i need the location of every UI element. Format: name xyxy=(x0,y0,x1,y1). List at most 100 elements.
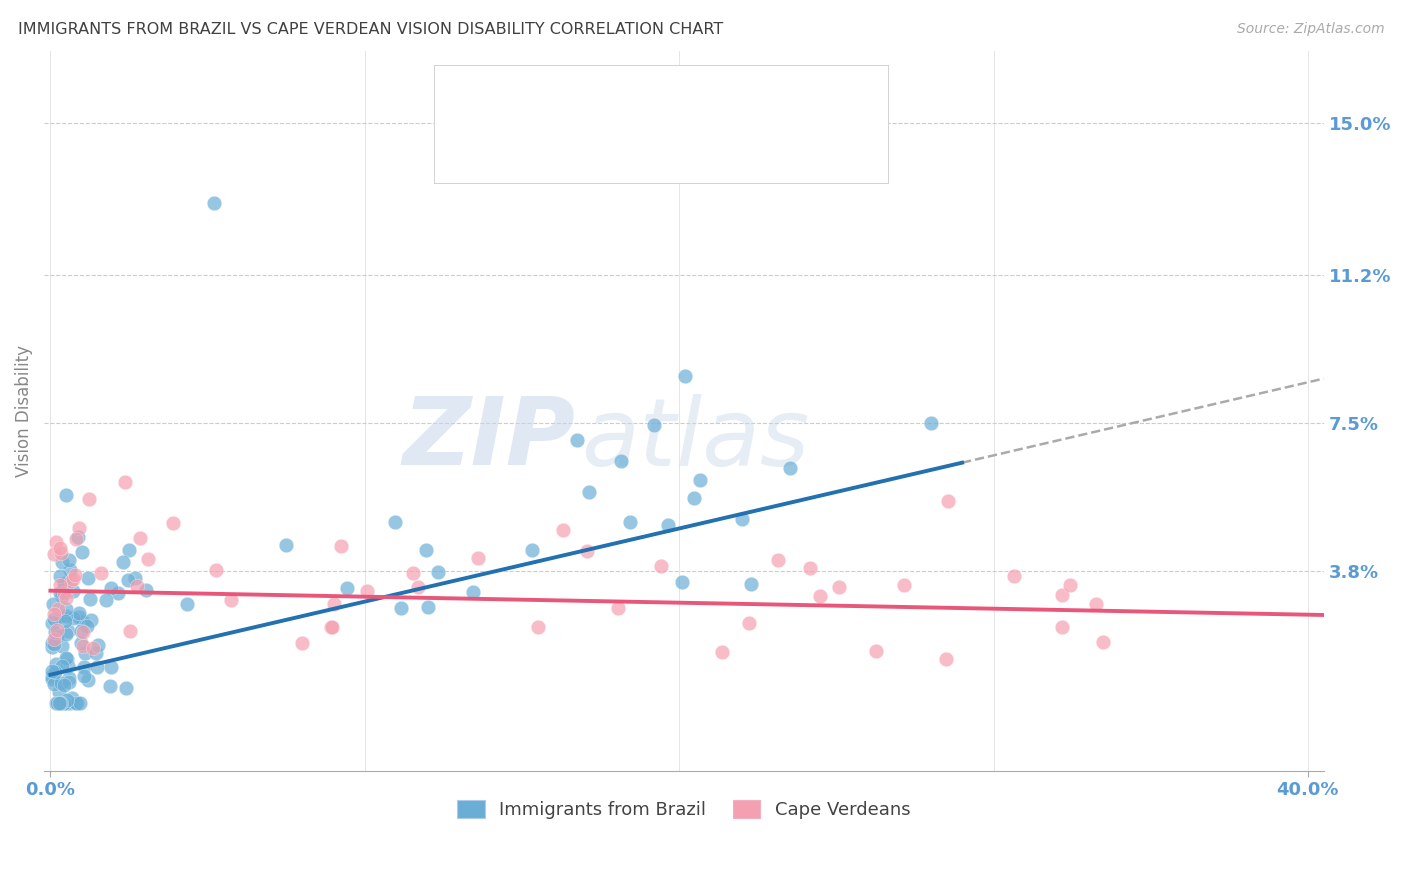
Point xyxy=(65,696,87,710)
Point xyxy=(49,586,72,600)
Point xyxy=(58,671,80,685)
Point xyxy=(329,539,352,553)
Point xyxy=(204,563,226,577)
Point xyxy=(117,573,139,587)
Point xyxy=(128,532,150,546)
Text: IMMIGRANTS FROM BRAZIL VS CAPE VERDEAN VISION DISABILITY CORRELATION CHART: IMMIGRANTS FROM BRAZIL VS CAPE VERDEAN V… xyxy=(18,22,724,37)
Point xyxy=(55,488,77,502)
Point xyxy=(619,515,641,529)
Point xyxy=(100,582,122,596)
Point xyxy=(114,681,136,696)
Point xyxy=(124,571,146,585)
Point xyxy=(67,606,90,620)
Point xyxy=(65,568,87,582)
Point xyxy=(56,693,79,707)
Point xyxy=(136,551,159,566)
Point xyxy=(77,571,100,585)
Point xyxy=(48,609,70,624)
Point xyxy=(84,646,107,660)
Point xyxy=(49,541,72,556)
Point xyxy=(48,696,70,710)
Point xyxy=(118,543,141,558)
Point xyxy=(893,578,915,592)
Point xyxy=(46,696,69,710)
Point xyxy=(673,368,696,383)
Point xyxy=(72,615,94,629)
Point xyxy=(1084,597,1107,611)
Point xyxy=(643,417,665,432)
Point xyxy=(42,632,65,647)
Point xyxy=(575,544,598,558)
Point xyxy=(291,635,314,649)
Point xyxy=(274,538,297,552)
Point xyxy=(162,516,184,530)
Point xyxy=(76,618,98,632)
Point xyxy=(56,624,79,639)
Point xyxy=(112,555,135,569)
Point xyxy=(44,625,66,640)
Point xyxy=(461,585,484,599)
Point xyxy=(51,555,73,569)
Point xyxy=(87,638,110,652)
Point xyxy=(72,545,94,559)
Point xyxy=(55,602,77,616)
Point xyxy=(107,586,129,600)
Point xyxy=(48,685,70,699)
Point xyxy=(42,607,65,621)
Point xyxy=(73,660,96,674)
Point xyxy=(69,696,91,710)
Point xyxy=(49,578,72,592)
Point xyxy=(66,696,89,710)
Point xyxy=(42,547,65,561)
Point xyxy=(356,584,378,599)
Point xyxy=(52,585,75,599)
Point xyxy=(41,673,63,687)
Point xyxy=(671,575,693,590)
Point xyxy=(415,543,437,558)
Point xyxy=(49,545,72,559)
Point xyxy=(323,598,346,612)
Y-axis label: Vision Disability: Vision Disability xyxy=(15,344,32,476)
Point xyxy=(1059,578,1081,592)
Point xyxy=(56,659,79,673)
Point xyxy=(98,679,121,693)
Point xyxy=(72,625,94,640)
Point xyxy=(416,600,439,615)
Point xyxy=(41,616,63,631)
Point xyxy=(60,574,83,588)
Point xyxy=(53,614,76,628)
Point xyxy=(565,433,588,447)
Point xyxy=(67,531,90,545)
Point xyxy=(865,644,887,658)
Point xyxy=(799,561,821,575)
Point xyxy=(384,515,406,529)
Point xyxy=(53,696,76,710)
Point xyxy=(48,696,70,710)
Point xyxy=(55,651,77,665)
Point xyxy=(936,494,959,508)
Point xyxy=(389,600,412,615)
Point xyxy=(607,600,630,615)
Point xyxy=(176,597,198,611)
Point xyxy=(406,580,429,594)
Point xyxy=(48,569,70,583)
Point xyxy=(67,520,90,534)
Point xyxy=(65,532,87,546)
Text: Source: ZipAtlas.com: Source: ZipAtlas.com xyxy=(1237,22,1385,37)
Point xyxy=(578,484,600,499)
Point xyxy=(41,636,63,650)
Point xyxy=(731,511,754,525)
Point xyxy=(90,566,112,581)
Point xyxy=(77,673,100,687)
Point xyxy=(53,575,76,590)
Point xyxy=(1002,568,1025,582)
Point xyxy=(62,572,84,586)
Point xyxy=(401,566,423,581)
Point xyxy=(53,696,76,710)
Point xyxy=(59,696,82,710)
Point xyxy=(96,593,118,607)
Point xyxy=(67,610,90,624)
Point xyxy=(51,675,73,690)
Point xyxy=(70,624,93,639)
Point xyxy=(73,668,96,682)
